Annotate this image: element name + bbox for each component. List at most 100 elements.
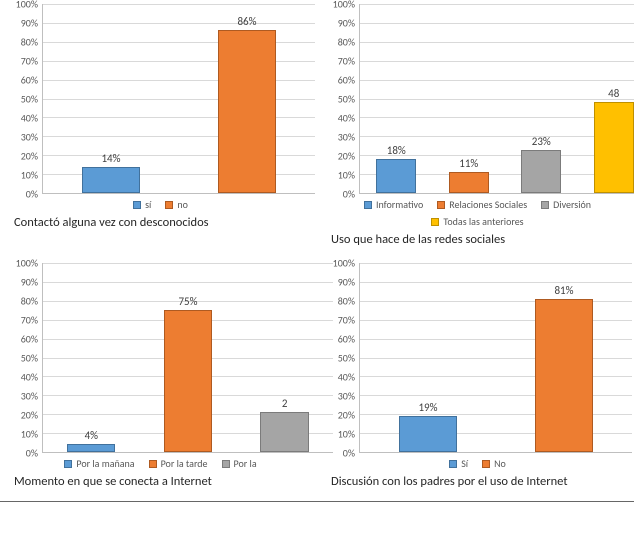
chart-caption: Momento en que se conecta a Internet xyxy=(6,472,315,499)
y-tick-label: 80% xyxy=(21,36,38,49)
legend-item: Por la xyxy=(222,457,257,470)
legend-item: Relaciones Sociales xyxy=(437,198,527,211)
plot-area: 19% 81% xyxy=(359,263,632,453)
bar-wrap: 11% xyxy=(433,4,506,193)
bar: 2 xyxy=(260,412,308,452)
y-tick-label: 50% xyxy=(21,352,38,365)
chart-caption: Uso que hace de las redes sociales xyxy=(323,230,632,257)
chart-area: 0%10%20%30%40%50%60%70%80%90%100%14%86% xyxy=(6,4,315,194)
bar-wrap: 4% xyxy=(43,263,140,452)
y-tick-label: 90% xyxy=(21,276,38,289)
bar: 4% xyxy=(67,444,115,452)
legend-swatch xyxy=(364,201,372,209)
y-tick-label: 80% xyxy=(338,36,355,49)
legend-label: Diversión xyxy=(553,198,591,211)
legend-item: Por la mañana xyxy=(64,457,134,470)
y-tick-label: 80% xyxy=(21,295,38,308)
plot-area: 14% 86% xyxy=(42,4,315,194)
legend-swatch xyxy=(482,460,490,468)
plot-area: 18% 11% 23% 48 xyxy=(359,4,634,194)
y-tick-label: 0% xyxy=(343,447,355,460)
chart-area: 0%10%20%30%40%50%60%70%80%90%100%18%11%2… xyxy=(323,4,632,194)
y-tick-label: 50% xyxy=(338,352,355,365)
plot-area: 4% 75% 2 xyxy=(42,263,333,453)
legend-swatch xyxy=(149,460,157,468)
y-tick-label: 70% xyxy=(21,314,38,327)
bar: 19% xyxy=(399,416,456,452)
y-tick-label: 60% xyxy=(338,74,355,87)
legend-swatch xyxy=(222,460,230,468)
legend-label: Sí xyxy=(461,457,468,470)
y-tick-label: 0% xyxy=(343,188,355,201)
y-tick-label: 90% xyxy=(338,276,355,289)
bar: 11% xyxy=(449,172,489,193)
y-tick-label: 60% xyxy=(21,333,38,346)
y-tick-label: 40% xyxy=(338,371,355,384)
y-tick-label: 0% xyxy=(26,447,38,460)
legend-label: no xyxy=(177,198,188,211)
legend: Por la mañanaPor la tardePor la xyxy=(6,453,315,472)
bars-container: 19% 81% xyxy=(360,263,632,452)
data-label: 23% xyxy=(532,135,551,148)
bar-wrap: 81% xyxy=(496,263,632,452)
legend-swatch xyxy=(449,460,457,468)
y-tick-label: 30% xyxy=(21,390,38,403)
y-tick-label: 60% xyxy=(338,333,355,346)
legend: Informativo Relaciones Sociales Diversión T… xyxy=(323,194,632,230)
y-tick-label: 70% xyxy=(338,314,355,327)
legend-item: Sí xyxy=(449,457,468,470)
bar-wrap: 19% xyxy=(360,263,496,452)
legend-label: No xyxy=(494,457,506,470)
bar-wrap: 18% xyxy=(360,4,433,193)
y-axis: 0%10%20%30%40%50%60%70%80%90%100% xyxy=(323,263,359,453)
legend-item: Diversión xyxy=(541,198,591,211)
y-tick-label: 90% xyxy=(338,17,355,30)
y-axis: 0%10%20%30%40%50%60%70%80%90%100% xyxy=(6,4,42,194)
data-label: 18% xyxy=(387,144,406,157)
data-label: 19% xyxy=(418,401,437,414)
y-tick-label: 40% xyxy=(21,371,38,384)
legend-item: sí xyxy=(133,198,151,211)
bar: 75% xyxy=(164,310,212,452)
y-tick-label: 20% xyxy=(338,409,355,422)
y-tick-label: 10% xyxy=(21,169,38,182)
y-tick-label: 10% xyxy=(338,428,355,441)
legend-label: Todas las anteriores xyxy=(443,215,523,228)
chart-area: 0%10%20%30%40%50%60%70%80%90%100%19%81% xyxy=(323,263,632,453)
y-tick-label: 10% xyxy=(338,169,355,182)
bar-wrap: 2 xyxy=(236,263,333,452)
bars-container: 14% 86% xyxy=(43,4,315,193)
legend-swatch xyxy=(165,201,173,209)
y-tick-label: 50% xyxy=(338,93,355,106)
data-label: 48 xyxy=(608,87,619,100)
bar: 81% xyxy=(535,299,592,452)
data-label: 75% xyxy=(178,295,197,308)
bar-wrap: 23% xyxy=(505,4,578,193)
y-tick-label: 30% xyxy=(338,390,355,403)
legend-item: Todas las anteriores xyxy=(431,215,523,228)
chart-caption: Contactó alguna vez con desconocidos xyxy=(6,213,315,240)
legend-swatch xyxy=(431,218,439,226)
data-label: 4% xyxy=(85,429,98,442)
bar-wrap: 75% xyxy=(140,263,237,452)
legend-item: No xyxy=(482,457,506,470)
y-tick-label: 40% xyxy=(21,112,38,125)
legend-label: Informativo xyxy=(376,198,423,211)
data-label: 81% xyxy=(554,284,573,297)
legend-item: no xyxy=(165,198,188,211)
y-axis: 0%10%20%30%40%50%60%70%80%90%100% xyxy=(323,4,359,194)
y-tick-label: 80% xyxy=(338,295,355,308)
y-tick-label: 100% xyxy=(16,257,38,270)
chart-social-use: 0%10%20%30%40%50%60%70%80%90%100%18%11%2… xyxy=(317,0,634,259)
legend-swatch xyxy=(437,201,445,209)
bar: 18% xyxy=(376,159,416,193)
y-tick-label: 10% xyxy=(21,428,38,441)
y-tick-label: 40% xyxy=(338,112,355,125)
y-tick-label: 30% xyxy=(338,131,355,144)
bar-wrap: 48 xyxy=(578,4,634,193)
bar: 48 xyxy=(594,102,634,193)
bar-wrap: 86% xyxy=(179,4,315,193)
y-axis: 0%10%20%30%40%50%60%70%80%90%100% xyxy=(6,263,42,453)
data-label: 14% xyxy=(101,152,120,165)
y-tick-label: 20% xyxy=(21,150,38,163)
